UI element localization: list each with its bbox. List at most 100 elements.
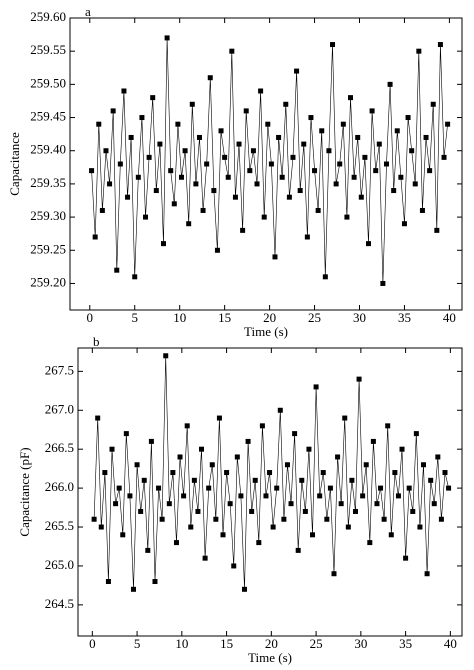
x-tick-label: 0 xyxy=(87,310,94,325)
marker xyxy=(365,241,371,247)
marker xyxy=(102,470,108,476)
marker xyxy=(419,207,425,213)
marker xyxy=(335,454,341,460)
marker xyxy=(96,121,102,127)
marker xyxy=(238,493,244,499)
marker xyxy=(134,462,140,468)
marker xyxy=(283,101,289,107)
marker xyxy=(270,524,276,530)
marker xyxy=(186,221,192,227)
marker xyxy=(152,579,158,585)
y-tick-label: 259.35 xyxy=(30,175,66,190)
marker xyxy=(344,214,350,220)
marker xyxy=(105,579,111,585)
marker xyxy=(159,516,165,522)
x-axis-label: Time (s) xyxy=(244,324,288,339)
marker xyxy=(218,128,224,134)
marker xyxy=(274,485,280,491)
marker xyxy=(358,194,364,200)
marker xyxy=(326,148,332,154)
marker xyxy=(211,188,217,194)
marker xyxy=(306,446,312,452)
marker xyxy=(128,134,134,140)
marker xyxy=(403,555,409,561)
marker xyxy=(123,431,129,437)
marker xyxy=(145,547,151,553)
marker xyxy=(245,438,251,444)
marker xyxy=(356,376,362,382)
x-tick-label: 5 xyxy=(134,636,141,651)
marker xyxy=(173,540,179,546)
marker xyxy=(222,154,228,160)
marker xyxy=(333,181,339,187)
marker xyxy=(103,148,109,154)
marker xyxy=(267,470,273,476)
marker xyxy=(388,532,394,538)
marker xyxy=(410,508,416,514)
marker xyxy=(279,174,285,180)
marker xyxy=(315,207,321,213)
marker xyxy=(182,148,188,154)
marker xyxy=(290,154,296,160)
marker xyxy=(409,148,415,154)
data-line xyxy=(91,37,448,284)
marker xyxy=(196,134,202,140)
marker xyxy=(313,384,319,390)
marker xyxy=(319,128,325,134)
marker xyxy=(163,353,169,359)
marker xyxy=(168,168,174,174)
marker xyxy=(268,161,274,167)
marker xyxy=(320,470,326,476)
marker xyxy=(256,540,262,546)
marker xyxy=(423,134,429,140)
y-tick-label: 264.5 xyxy=(45,596,74,611)
marker xyxy=(398,174,404,180)
marker xyxy=(189,101,195,107)
marker xyxy=(352,508,358,514)
marker xyxy=(177,454,183,460)
marker xyxy=(164,35,170,41)
marker xyxy=(120,532,126,538)
marker xyxy=(232,194,238,200)
marker xyxy=(188,524,194,530)
y-tick-label: 259.25 xyxy=(30,241,66,256)
marker xyxy=(150,95,156,101)
marker xyxy=(252,477,258,483)
x-tick-label: 25 xyxy=(308,310,321,325)
marker xyxy=(241,586,247,592)
marker xyxy=(362,154,368,160)
marker xyxy=(406,485,412,491)
marker xyxy=(114,267,120,273)
marker xyxy=(148,438,154,444)
x-tick-label: 0 xyxy=(89,636,96,651)
marker xyxy=(322,274,328,280)
marker xyxy=(98,524,104,530)
marker xyxy=(170,470,176,476)
y-tick-label: 267.0 xyxy=(45,401,74,416)
marker xyxy=(178,174,184,180)
marker xyxy=(99,207,105,213)
marker xyxy=(261,214,267,220)
marker xyxy=(191,477,197,483)
marker xyxy=(401,221,407,227)
y-axis-label: Capacitance xyxy=(7,132,22,196)
marker xyxy=(416,48,422,54)
marker xyxy=(312,168,318,174)
marker xyxy=(249,508,255,514)
marker xyxy=(91,516,97,522)
marker xyxy=(225,174,231,180)
marker xyxy=(351,174,357,180)
marker xyxy=(380,280,386,286)
marker xyxy=(250,148,256,154)
marker xyxy=(254,181,260,187)
x-tick-label: 10 xyxy=(173,310,186,325)
marker xyxy=(277,407,283,413)
x-tick-label: 15 xyxy=(220,636,233,651)
marker xyxy=(438,516,444,522)
y-tick-label: 259.30 xyxy=(30,208,66,223)
marker xyxy=(394,128,400,134)
marker xyxy=(301,141,307,147)
y-tick-label: 265.5 xyxy=(45,518,74,533)
marker xyxy=(171,201,177,207)
